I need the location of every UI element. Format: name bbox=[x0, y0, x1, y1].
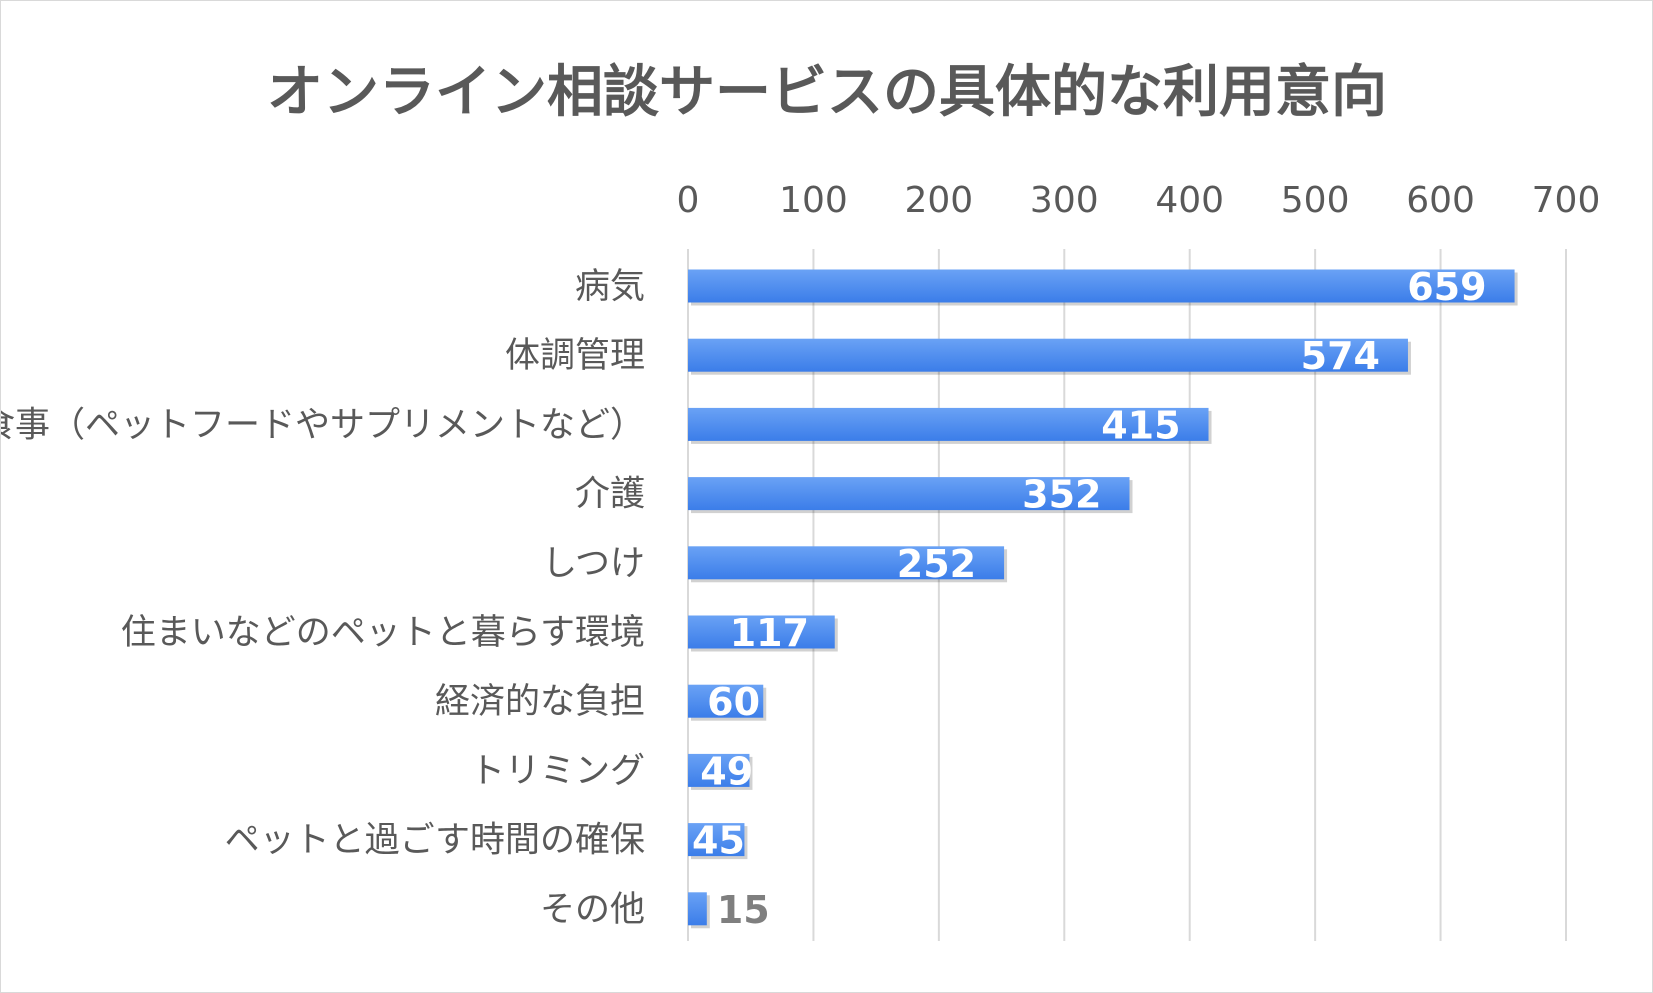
category-label-9: ペットと過ごす時間の確保 bbox=[225, 821, 645, 861]
category-label-5: しつけ bbox=[542, 544, 645, 584]
x-tick-label-300: 300 bbox=[1030, 180, 1099, 221]
category-label-2: 体調管理 bbox=[505, 336, 645, 376]
bar-10 bbox=[688, 892, 707, 926]
category-label-10: その他 bbox=[540, 890, 645, 930]
bar-6 bbox=[688, 615, 835, 649]
data-label-9: 45 bbox=[692, 819, 745, 863]
bar-7 bbox=[688, 684, 764, 718]
data-label-2: 574 bbox=[1301, 334, 1380, 378]
bar-2 bbox=[688, 338, 1408, 372]
data-label-3: 415 bbox=[1101, 403, 1180, 447]
data-label-5: 252 bbox=[897, 542, 976, 586]
x-tick-label-600: 600 bbox=[1406, 180, 1475, 221]
x-tick-label-400: 400 bbox=[1155, 180, 1224, 221]
x-tick-label-700: 700 bbox=[1532, 180, 1601, 221]
category-label-4: 介護 bbox=[575, 475, 645, 515]
x-tick-label-500: 500 bbox=[1281, 180, 1350, 221]
x-axis-ticks: 0 100 200 300 400 500 600 700 bbox=[677, 180, 1601, 221]
category-label-3: 食事（ペットフードやサプリメントなど） bbox=[1, 405, 645, 445]
bar-8 bbox=[688, 753, 750, 787]
bar-3 bbox=[688, 407, 1209, 441]
data-label-7: 60 bbox=[707, 680, 760, 724]
bar-5 bbox=[688, 546, 1005, 580]
data-label-1: 659 bbox=[1407, 265, 1486, 309]
chart-title: オンライン相談サービスの具体的な利用意向 bbox=[267, 60, 1387, 125]
data-label-10: 15 bbox=[717, 888, 770, 932]
bar-9 bbox=[688, 823, 745, 857]
data-label-4: 352 bbox=[1022, 473, 1101, 517]
data-label-8: 49 bbox=[700, 749, 753, 793]
x-tick-label-100: 100 bbox=[779, 180, 848, 221]
bars bbox=[688, 269, 1518, 929]
bar-1 bbox=[688, 269, 1515, 303]
data-label-6: 117 bbox=[730, 611, 809, 655]
category-label-7: 経済的な負担 bbox=[435, 682, 645, 722]
category-label-8: トリミング bbox=[470, 751, 645, 791]
category-label-6: 住まいなどのペットと暮らす環境 bbox=[121, 613, 645, 653]
category-label-1: 病気 bbox=[575, 267, 645, 307]
bar-4 bbox=[688, 477, 1130, 511]
x-tick-label-200: 200 bbox=[904, 180, 973, 221]
x-tick-label-0: 0 bbox=[677, 180, 700, 221]
